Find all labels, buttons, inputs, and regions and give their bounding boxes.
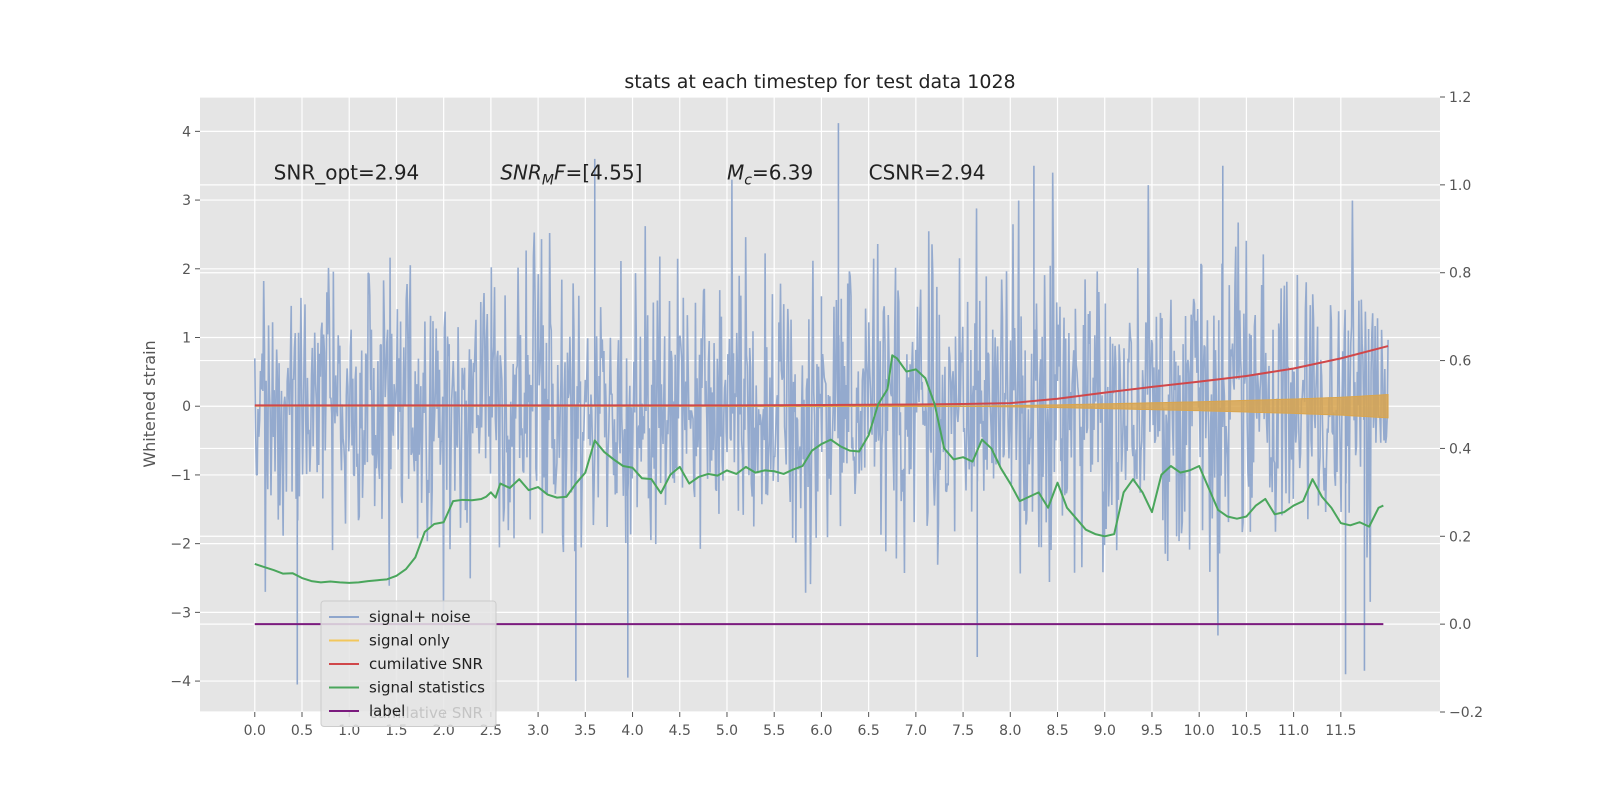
x-tick-label: 5.5 <box>763 723 785 739</box>
x-tick-label: 7.0 <box>905 723 927 739</box>
y-tick-label: −2 <box>170 537 191 553</box>
y-tick-label: 1 <box>182 331 191 347</box>
series-signal-noise <box>253 172 1389 636</box>
x-tick-label: 9.0 <box>1094 723 1116 739</box>
annotation-part: =[4.55] <box>565 160 642 184</box>
annotations: SNR_opt=2.94 SNRMF=[4.55] Mc=6.39 CSNR=2.94 <box>274 160 986 188</box>
annotation-1: SNRMF=[4.55] <box>500 160 642 188</box>
x-tick-label: 3.5 <box>574 723 596 739</box>
y2-tick-label: 0.0 <box>1449 617 1471 633</box>
x-tick-label: 0.5 <box>291 723 313 739</box>
annotation-3: CSNR=2.94 <box>869 160 986 184</box>
annotation-part: SNR <box>500 160 542 184</box>
x-tick-label: 8.5 <box>1046 723 1068 739</box>
y2-tick-label: 0.8 <box>1449 266 1471 282</box>
legend-label: cumilative SNR <box>369 655 483 673</box>
annotation-part: F <box>554 160 566 184</box>
legend-label: signal statistics <box>369 679 485 697</box>
x-tick-label: 9.5 <box>1141 723 1163 739</box>
x-tick-label: 10.0 <box>1184 723 1215 739</box>
x-tick-label: 10.5 <box>1231 723 1262 739</box>
legend-label: signal only <box>369 632 450 650</box>
legend-box <box>320 600 497 727</box>
y-tick-label: −3 <box>170 605 191 621</box>
annotation-part: SNR_opt=2.94 <box>274 160 420 184</box>
x-tick-label: 11.0 <box>1278 723 1309 739</box>
x-tick-label: 6.5 <box>858 723 880 739</box>
legend-label: signal+ noise <box>369 608 471 626</box>
y2-tick-label: 0.4 <box>1449 441 1471 457</box>
x-tick-label: 4.0 <box>621 723 643 739</box>
x-tick-label: 7.5 <box>952 723 974 739</box>
legend-ghost-text: cumilative SNR <box>369 704 483 722</box>
y2-axis-ticks: 1.2 1.0 0.8 0.6 0.4 0.2 0.0 −0.2 <box>1440 90 1483 721</box>
annotation-part: =6.39 <box>752 160 813 184</box>
y-tick-label: −1 <box>170 468 191 484</box>
x-tick-label: 8.0 <box>999 723 1021 739</box>
y-tick-label: 4 <box>182 124 191 140</box>
annotation-0: SNR_opt=2.94 <box>274 160 420 184</box>
y2-tick-label: 1.2 <box>1449 90 1471 106</box>
legend-label: label <box>369 702 405 720</box>
y-axis-ticks: 4 3 2 1 0 −1 −2 −3 −4 <box>170 124 200 690</box>
y-tick-label: 2 <box>182 262 191 278</box>
legend: cumilative SNR signal+ noise signal only cu… <box>320 600 497 727</box>
y-tick-label: −4 <box>170 674 191 690</box>
y2-tick-label: 0.2 <box>1449 529 1471 545</box>
annotation-part: c <box>744 172 752 188</box>
y2-tick-label: 1.0 <box>1449 178 1471 194</box>
x-tick-label: 11.5 <box>1325 723 1356 739</box>
annotation-2: Mc=6.39 <box>727 160 813 188</box>
chart-title: stats at each timestep for test data 102… <box>624 71 1015 93</box>
y-tick-label: 0 <box>182 399 191 415</box>
y-axis-label: Whitened strain <box>140 340 159 467</box>
annotation-part: M <box>727 160 744 184</box>
x-tick-label: 4.5 <box>669 723 691 739</box>
x-tick-label: 0.0 <box>244 723 266 739</box>
annotation-part: CSNR=2.94 <box>869 160 986 184</box>
series-signal-statistics <box>254 354 1384 584</box>
y2-tick-label: −0.2 <box>1449 705 1483 721</box>
y2-tick-label: 0.6 <box>1449 354 1471 370</box>
y-tick-label: 3 <box>182 193 191 209</box>
x-tick-label: 3.0 <box>527 723 549 739</box>
x-tick-label: 6.0 <box>810 723 832 739</box>
annotation-part: M <box>542 172 554 188</box>
series-cumilative-snr <box>254 345 1389 407</box>
x-tick-label: 5.0 <box>716 723 738 739</box>
